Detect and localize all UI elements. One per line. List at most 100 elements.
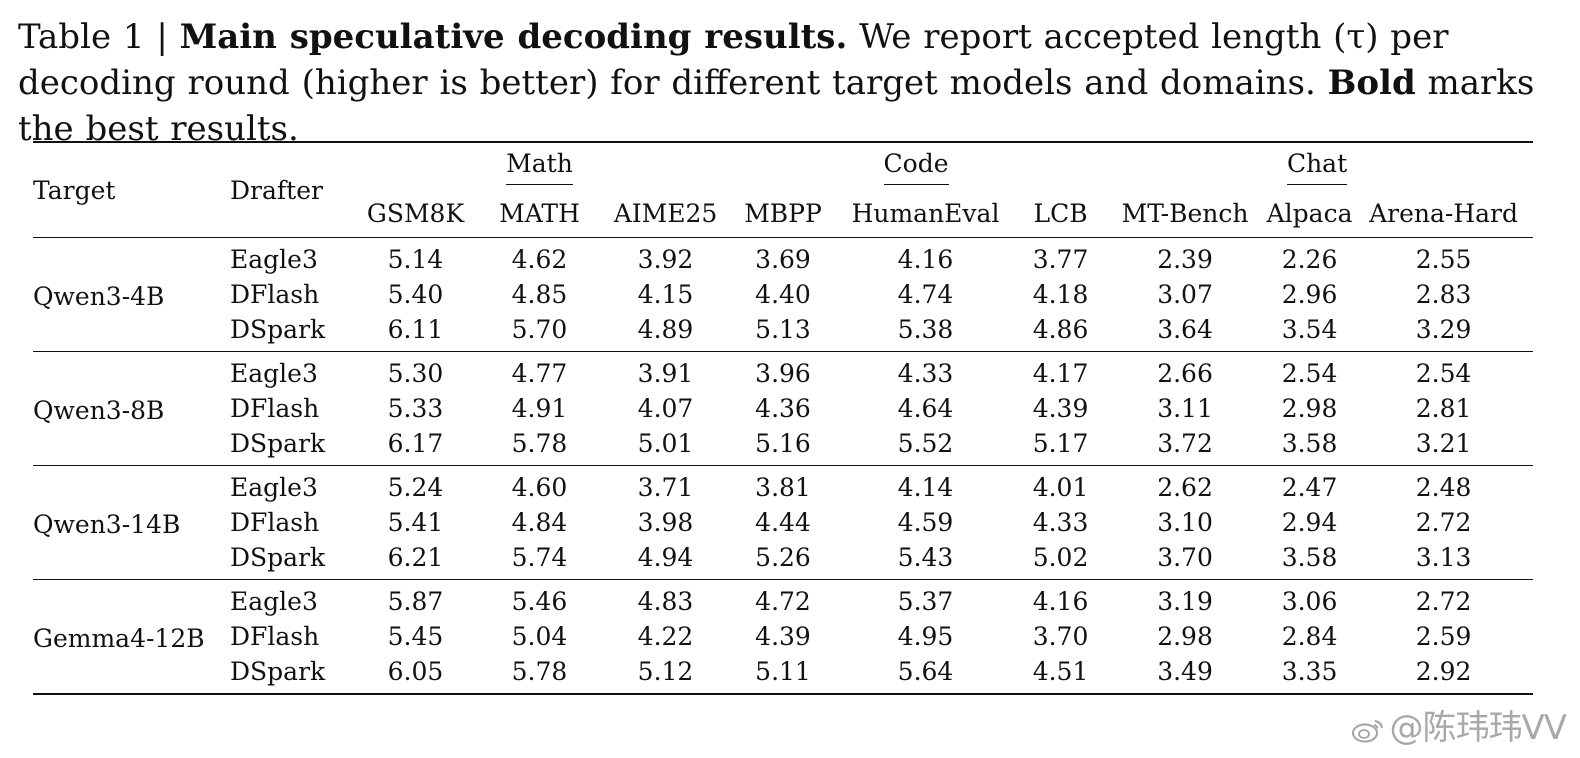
target-model-cell: Qwen3-8B bbox=[33, 396, 165, 425]
drafter-cell: Eagle3 bbox=[230, 245, 318, 274]
watermark: @陈玮玮VV bbox=[1351, 700, 1567, 749]
value-cell: 4.16 bbox=[1032, 587, 1089, 616]
value-cell: 2.26 bbox=[1281, 245, 1338, 274]
drafter-cell: DSpark bbox=[230, 657, 326, 686]
value-cell: 4.86 bbox=[1032, 315, 1089, 344]
metric-header: MATH bbox=[499, 198, 580, 228]
metric-header: MBPP bbox=[744, 198, 822, 228]
value-cell: 5.11 bbox=[755, 657, 811, 686]
value-cell: 3.58 bbox=[1281, 543, 1338, 572]
value-cell: 4.40 bbox=[755, 280, 811, 309]
value-cell: 4.39 bbox=[755, 622, 811, 651]
value-cell: 2.39 bbox=[1157, 245, 1213, 274]
value-cell: 5.70 bbox=[511, 315, 568, 344]
value-cell: 5.26 bbox=[755, 543, 811, 572]
table-row: DSpark 6.21 5.74 4.94 5.26 5.43 5.02 3.70 3.58 3.… bbox=[33, 540, 1533, 580]
value-cell: 5.46 bbox=[511, 587, 568, 616]
header-drafter: Drafter bbox=[230, 175, 323, 205]
value-cell: 3.77 bbox=[1032, 245, 1089, 274]
value-cell: 4.60 bbox=[511, 473, 568, 502]
metric-header: Arena-Hard bbox=[1369, 198, 1519, 228]
metric-header: GSM8K bbox=[366, 198, 465, 228]
value-cell: 5.74 bbox=[511, 543, 568, 572]
value-cell: 2.66 bbox=[1157, 359, 1213, 388]
value-cell: 5.87 bbox=[387, 587, 444, 616]
value-cell: 5.24 bbox=[387, 473, 444, 502]
value-cell: 2.54 bbox=[1281, 359, 1338, 388]
value-cell: 5.01 bbox=[637, 429, 694, 458]
value-cell: 3.70 bbox=[1157, 543, 1213, 572]
value-cell: 5.40 bbox=[387, 280, 444, 309]
drafter-cell: DSpark bbox=[230, 543, 326, 572]
value-cell: 4.44 bbox=[755, 508, 811, 537]
value-cell: 5.41 bbox=[387, 508, 444, 537]
value-cell: 3.21 bbox=[1415, 429, 1472, 458]
value-cell: 3.29 bbox=[1415, 315, 1472, 344]
weibo-icon bbox=[1352, 719, 1384, 742]
value-cell: 4.33 bbox=[1032, 508, 1089, 537]
value-cell: 5.30 bbox=[387, 359, 444, 388]
value-cell: 2.72 bbox=[1415, 508, 1472, 537]
group-header-code: Code bbox=[731, 142, 1105, 189]
caption-title: Main speculative decoding results. bbox=[179, 17, 848, 57]
caption-prefix: Table 1 | bbox=[18, 17, 180, 57]
value-cell: 3.58 bbox=[1281, 429, 1338, 458]
value-cell: 3.64 bbox=[1157, 315, 1213, 344]
value-cell: 5.13 bbox=[755, 315, 811, 344]
drafter-cell: DFlash bbox=[230, 394, 320, 423]
value-cell: 4.72 bbox=[755, 587, 811, 616]
value-cell: 5.17 bbox=[1032, 429, 1089, 458]
caption-text-end: marks the best results. bbox=[18, 63, 1535, 149]
value-cell: 5.02 bbox=[1032, 543, 1089, 572]
value-cell: 3.10 bbox=[1157, 508, 1213, 537]
group-header-chat: Chat bbox=[1105, 142, 1533, 189]
value-cell: 2.94 bbox=[1281, 508, 1338, 537]
value-cell: 4.16 bbox=[897, 245, 954, 274]
value-cell: 2.96 bbox=[1281, 280, 1338, 309]
value-cell: 4.95 bbox=[897, 622, 954, 651]
value-cell: 4.91 bbox=[511, 394, 568, 423]
results-table: Target Drafter Math Code Chat GSM8K MATH… bbox=[33, 141, 1534, 695]
table-body: Qwen3-4B Eagle3 5.14 4.62 3.92 3.69 4.16 3.77 2.… bbox=[33, 237, 1534, 694]
value-cell: 5.16 bbox=[755, 429, 811, 458]
value-cell: 4.62 bbox=[511, 245, 568, 274]
value-cell: 4.74 bbox=[897, 280, 954, 309]
value-cell: 5.78 bbox=[511, 429, 568, 458]
group-header-math: Math bbox=[352, 142, 731, 189]
value-cell: 3.06 bbox=[1281, 587, 1338, 616]
metric-header: Alpaca bbox=[1266, 198, 1353, 228]
table-row: Qwen3-8B Eagle3 5.30 4.77 3.91 3.96 4.33 4.17 2.… bbox=[33, 351, 1534, 423]
value-cell: 2.81 bbox=[1415, 394, 1472, 423]
drafter-cell: DSpark bbox=[230, 429, 326, 458]
value-cell: 4.14 bbox=[897, 473, 954, 502]
value-cell: 2.83 bbox=[1415, 280, 1472, 309]
value-cell: 3.96 bbox=[755, 359, 811, 388]
drafter-cell: DFlash bbox=[230, 508, 320, 537]
value-cell: 5.37 bbox=[897, 587, 954, 616]
drafter-cell: Eagle3 bbox=[230, 473, 318, 502]
drafter-cell: DFlash bbox=[230, 280, 320, 309]
target-model-cell: Qwen3-4B bbox=[33, 282, 165, 311]
value-cell: 3.13 bbox=[1415, 543, 1472, 572]
table-row: DFlash 5.40 4.85 4.15 4.40 4.74 4.18 3.07 2.96 2.… bbox=[33, 277, 1533, 312]
value-cell: 3.70 bbox=[1032, 622, 1089, 651]
value-cell: 5.12 bbox=[637, 657, 694, 686]
value-cell: 2.98 bbox=[1157, 622, 1213, 651]
table-row: DFlash 5.41 4.84 3.98 4.44 4.59 4.33 3.10 2.94 2.… bbox=[33, 505, 1533, 540]
table-row: DSpark 6.17 5.78 5.01 5.16 5.52 5.17 3.72 3.58 3.… bbox=[33, 426, 1533, 466]
value-cell: 4.22 bbox=[637, 622, 694, 651]
table-row: DSpark 6.05 5.78 5.12 5.11 5.64 4.51 3.49 3.35 2.… bbox=[33, 654, 1534, 694]
target-model-cell: Gemma4-12B bbox=[33, 624, 205, 653]
header-target: Target bbox=[33, 175, 116, 205]
value-cell: 4.15 bbox=[637, 280, 694, 309]
table-row: Gemma4-12B Eagle3 5.87 5.46 4.83 4.72 5.37 4.16… bbox=[33, 579, 1534, 651]
metric-header: LCB bbox=[1033, 198, 1088, 228]
value-cell: 4.94 bbox=[637, 543, 694, 572]
value-cell: 5.52 bbox=[897, 429, 954, 458]
value-cell: 3.92 bbox=[637, 245, 694, 274]
value-cell: 4.36 bbox=[755, 394, 811, 423]
value-cell: 5.14 bbox=[387, 245, 444, 274]
metric-header: AIME25 bbox=[613, 198, 718, 228]
drafter-cell: Eagle3 bbox=[230, 359, 318, 388]
value-cell: 6.05 bbox=[387, 657, 444, 686]
